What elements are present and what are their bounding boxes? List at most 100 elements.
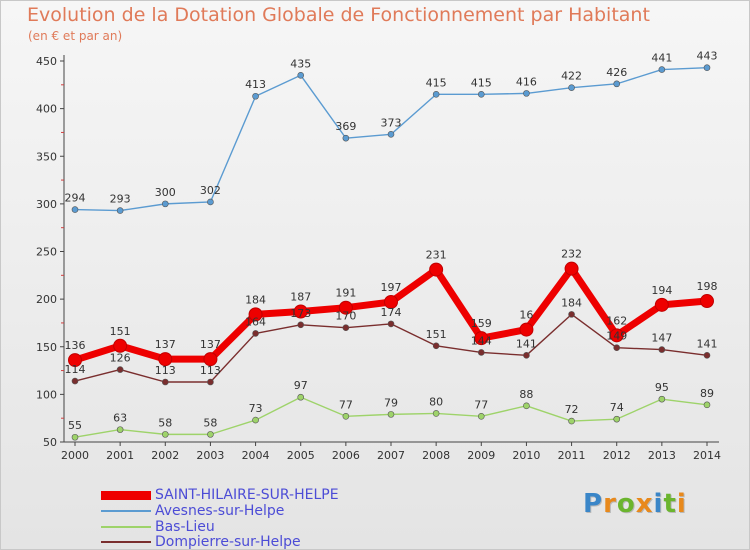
logo-letter: t <box>663 489 677 519</box>
data-label: 173 <box>290 307 311 320</box>
data-label: 149 <box>606 330 627 343</box>
data-point <box>161 431 169 438</box>
legend-label-bas-lieu: Bas-Lieu <box>155 519 215 535</box>
x-tick-label: 2002 <box>151 449 179 462</box>
data-label: 415 <box>426 76 447 89</box>
data-point <box>248 307 263 322</box>
data-point <box>568 311 575 318</box>
data-point <box>252 330 259 337</box>
y-tick-label: 350 <box>36 150 57 163</box>
data-label: 197 <box>381 281 402 294</box>
data-label: 198 <box>697 280 718 293</box>
logo-letter: i <box>653 489 664 519</box>
legend-swatch-avesnes <box>101 510 151 512</box>
logo-letter: P <box>583 489 604 519</box>
data-label: 435 <box>290 57 311 70</box>
data-point <box>116 426 124 433</box>
data-label: 126 <box>110 352 131 365</box>
x-tick-label: 2007 <box>377 449 405 462</box>
data-point <box>703 64 711 71</box>
data-label: 80 <box>429 395 443 408</box>
data-point <box>519 322 534 337</box>
data-point <box>700 294 714 309</box>
data-label: 194 <box>651 284 672 297</box>
x-tick-label: 2009 <box>467 449 495 462</box>
y-tick-label: 300 <box>36 198 57 211</box>
data-point <box>116 366 124 373</box>
data-point <box>658 66 666 73</box>
y-tick-label: 200 <box>36 293 57 306</box>
data-point <box>338 300 353 315</box>
data-point <box>568 417 575 425</box>
logo-letter: x <box>635 489 654 519</box>
chart-subtitle: (en € et par an) <box>28 29 123 43</box>
legend-swatch-bas-lieu <box>101 526 151 528</box>
data-label: 55 <box>68 419 82 432</box>
data-label: 79 <box>384 396 398 409</box>
data-point <box>432 410 440 417</box>
y-tick-label: 400 <box>36 103 57 116</box>
data-label: 164 <box>245 315 266 328</box>
data-point <box>703 401 711 409</box>
data-label: 294 <box>65 192 86 205</box>
data-label: 77 <box>474 398 488 411</box>
data-label: 232 <box>561 248 582 261</box>
data-point <box>429 262 444 277</box>
data-label: 441 <box>651 52 672 65</box>
data-label: 58 <box>158 416 172 429</box>
data-point <box>703 352 711 359</box>
data-point <box>477 91 485 98</box>
legend-label-saint-hilaire: SAINT-HILAIRE-SUR-HELPE <box>155 487 339 503</box>
data-label: 369 <box>335 120 356 133</box>
data-point <box>387 320 395 328</box>
legend-swatch-dompierre <box>101 541 151 543</box>
legend-swatch-saint-hilaire <box>101 490 151 500</box>
data-label: 413 <box>245 78 266 91</box>
data-point <box>252 92 259 100</box>
data-point <box>523 352 530 359</box>
axes: 50 100 150 200 250 300 350 400 450 2000 2001 2002 20… <box>36 55 721 462</box>
data-label: 191 <box>335 287 356 300</box>
data-label: 16 <box>519 309 533 322</box>
data-label: 72 <box>565 403 579 416</box>
y-tick-label: 100 <box>36 388 57 401</box>
x-tick-label: 2011 <box>558 449 586 462</box>
x-tick-label: 2003 <box>196 449 224 462</box>
data-label: 293 <box>110 193 131 206</box>
data-point <box>564 261 579 276</box>
data-label: 231 <box>426 249 447 262</box>
legend-item-bas-lieu: Bas-Lieu <box>101 519 215 535</box>
data-label: 162 <box>606 314 627 327</box>
data-point <box>523 90 530 97</box>
data-label: 141 <box>697 337 718 350</box>
data-point <box>161 378 169 386</box>
data-label: 416 <box>516 75 537 88</box>
data-point <box>113 338 128 353</box>
chart-title: Evolution de la Dotation Globale de Fonc… <box>27 4 650 26</box>
x-tick-label: 2004 <box>242 449 270 462</box>
data-point <box>384 294 398 309</box>
data-label: 170 <box>335 310 356 323</box>
data-label: 426 <box>606 66 627 79</box>
legend-label-avesnes: Avesnes-sur-Helpe <box>155 503 285 519</box>
data-point <box>297 321 305 329</box>
data-label: 141 <box>516 337 537 350</box>
data-point <box>71 377 79 385</box>
data-point <box>477 412 485 420</box>
data-label: 137 <box>155 338 176 351</box>
data-point <box>613 80 621 88</box>
y-tick-label: 250 <box>36 246 57 259</box>
data-point <box>68 353 82 368</box>
data-label: 174 <box>381 306 402 319</box>
data-point <box>252 416 259 424</box>
data-label: 144 <box>471 334 492 347</box>
data-label: 373 <box>381 116 402 129</box>
legend-label-dompierre: Dompierre-sur-Helpe <box>155 534 301 550</box>
data-label: 88 <box>519 388 533 401</box>
data-label: 151 <box>426 328 447 341</box>
data-point <box>207 198 214 206</box>
x-tick-label: 2008 <box>422 449 450 462</box>
data-label: 159 <box>471 317 492 330</box>
